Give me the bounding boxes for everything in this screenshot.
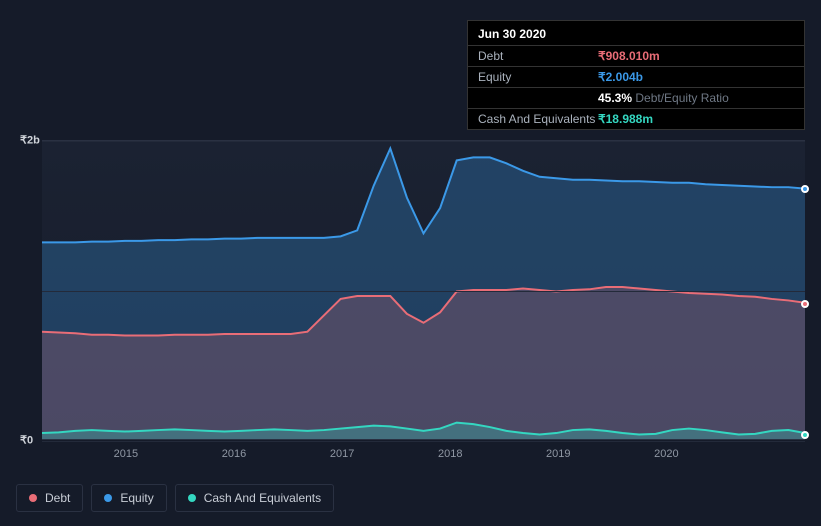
- gridline: [42, 141, 805, 142]
- tooltip-row-value: ₹2.004b: [598, 70, 643, 84]
- x-axis-label: 2016: [222, 448, 246, 460]
- tooltip-row: Debt₹908.010m: [468, 45, 804, 66]
- y-axis-label: ₹2b: [20, 134, 40, 147]
- plot-area[interactable]: [42, 140, 805, 440]
- legend-label: Equity: [120, 491, 153, 505]
- tooltip-row: Equity₹2.004b: [468, 66, 804, 87]
- series-marker: [801, 300, 809, 308]
- tooltip-row-label: Debt: [478, 49, 598, 63]
- tooltip-row-label: Equity: [478, 70, 598, 84]
- tooltip-row-value: ₹908.010m: [598, 49, 660, 63]
- legend-item[interactable]: Equity: [91, 484, 166, 512]
- chart: ₹2b₹0201520162017201820192020: [42, 140, 805, 440]
- legend-swatch: [29, 494, 37, 502]
- legend-item[interactable]: Cash And Equivalents: [175, 484, 334, 512]
- legend-label: Debt: [45, 491, 70, 505]
- series-marker: [801, 431, 809, 439]
- gridline: [42, 291, 805, 292]
- gridline: [42, 441, 805, 442]
- legend-item[interactable]: Debt: [16, 484, 83, 512]
- chart-tooltip: Jun 30 2020 Debt₹908.010mEquity₹2.004b45…: [467, 20, 805, 130]
- area-svg: [42, 141, 805, 439]
- legend-swatch: [104, 494, 112, 502]
- x-axis-label: 2018: [438, 448, 462, 460]
- x-axis-label: 2017: [330, 448, 354, 460]
- legend-swatch: [188, 494, 196, 502]
- x-axis-label: 2019: [546, 448, 570, 460]
- series-marker: [801, 185, 809, 193]
- tooltip-row: 45.3% Debt/Equity Ratio: [468, 87, 804, 108]
- tooltip-date: Jun 30 2020: [468, 21, 804, 45]
- legend-label: Cash And Equivalents: [204, 491, 321, 505]
- tooltip-row-label: Cash And Equivalents: [478, 112, 598, 126]
- y-axis-label: ₹0: [20, 434, 33, 447]
- tooltip-row-label: [478, 91, 598, 105]
- tooltip-row-value: ₹18.988m: [598, 112, 653, 126]
- tooltip-row: Cash And Equivalents₹18.988m: [468, 108, 804, 129]
- x-axis-label: 2015: [114, 448, 138, 460]
- tooltip-row-value: 45.3% Debt/Equity Ratio: [598, 91, 729, 105]
- legend: Debt Equity Cash And Equivalents: [16, 484, 334, 512]
- x-axis-label: 2020: [654, 448, 678, 460]
